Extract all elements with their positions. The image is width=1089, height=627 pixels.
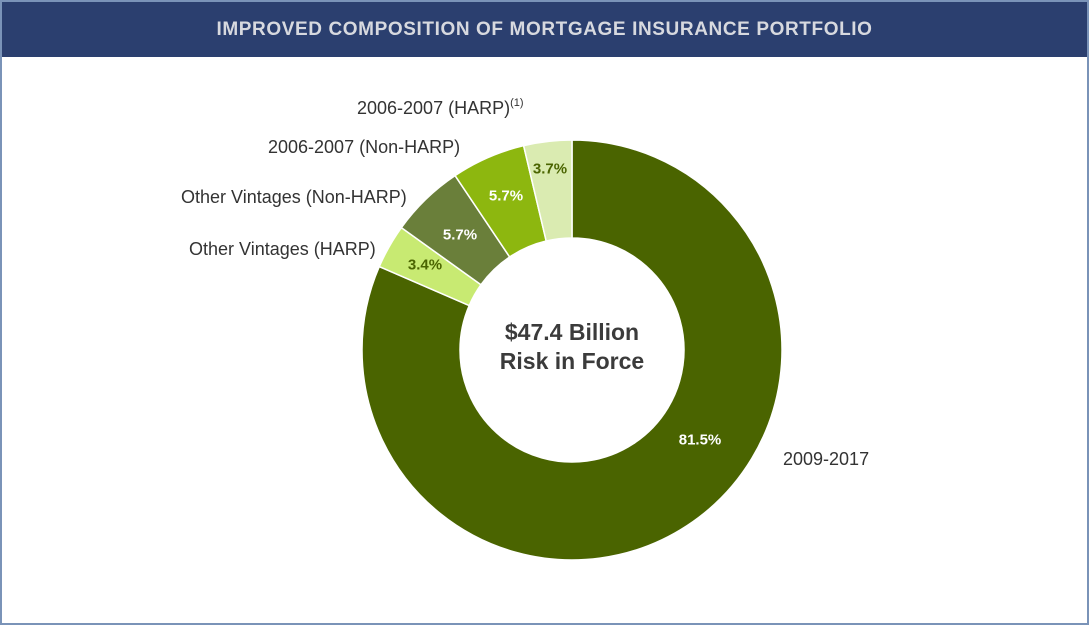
label-other-vintages-non-harp: Other Vintages (Non-HARP): [181, 187, 407, 207]
footnote-marker: (1): [510, 97, 524, 109]
donut-slice-2009-2017: [361, 139, 783, 561]
label-other-vintages-harp: Other Vintages (HARP): [189, 239, 376, 259]
center-line-1: $47.4 Billion: [504, 319, 640, 345]
label-2006-2007-non-harp: 2006-2007 (Non-HARP): [268, 137, 461, 157]
label-2009-2017: 2009-2017: [783, 449, 870, 469]
value-2006-2007-harp: 3.7%: [532, 160, 568, 178]
donut-center-annotation: $47.4 Billion Risk in Force: [472, 318, 672, 376]
value-other-vintages-harp: 3.4%: [407, 256, 443, 274]
chart-header: IMPROVED COMPOSITION OF MORTGAGE INSURAN…: [2, 2, 1087, 57]
value-2009-2017: 81.5%: [678, 431, 722, 449]
value-2006-2007-non-harp: 5.7%: [488, 187, 524, 205]
center-line-2: Risk in Force: [499, 348, 645, 374]
donut-slice-2006-2007-harp-1: [522, 139, 573, 242]
label-2006-2007-harp: 2006-2007 (HARP)(1): [357, 97, 524, 118]
chart-title: IMPROVED COMPOSITION OF MORTGAGE INSURAN…: [216, 18, 873, 40]
value-other-vintages-non-harp: 5.7%: [442, 226, 478, 244]
